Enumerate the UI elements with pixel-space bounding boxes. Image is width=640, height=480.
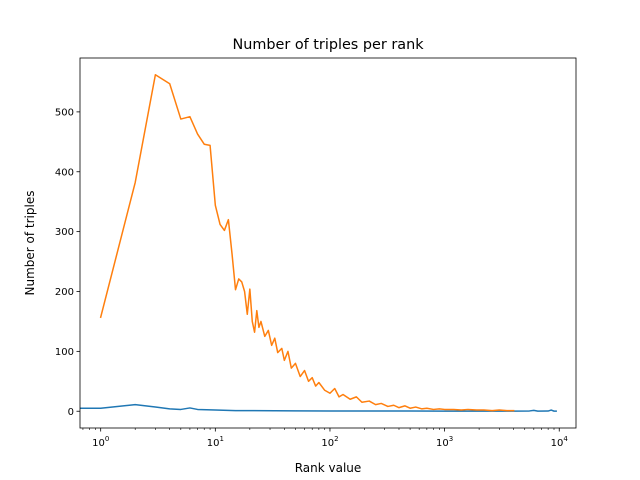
y-axis: 0 100 200 300 400 500 <box>55 107 80 418</box>
y-tick-label: 400 <box>55 167 74 178</box>
y-axis-label: Number of triples <box>23 191 37 296</box>
y-tick-label: 500 <box>55 107 74 118</box>
x-axis-label: Rank value <box>295 461 362 475</box>
series-line-1 <box>80 403 557 412</box>
y-tick-label: 0 <box>68 407 74 418</box>
x-tick-label-exponent: 0 <box>105 435 109 443</box>
plot-frame <box>79 57 577 429</box>
x-tick-label: 103 <box>436 435 453 449</box>
chart-title: Number of triples per rank <box>232 37 424 53</box>
x-tick-label-base: 10 <box>92 438 105 449</box>
x-tick-label-base: 10 <box>321 438 334 449</box>
x-tick-label: 102 <box>321 435 338 449</box>
x-tick-label-base: 10 <box>436 438 449 449</box>
x-tick-label-exponent: 4 <box>563 435 568 443</box>
y-tick-label: 200 <box>55 287 74 298</box>
y-tick-label: 300 <box>55 227 74 238</box>
x-tick-label-exponent: 2 <box>334 435 338 443</box>
series-line-2 <box>99 74 515 412</box>
x-tick-label: 101 <box>207 435 224 449</box>
x-tick-label-exponent: 3 <box>449 435 453 443</box>
x-tick-label-base: 10 <box>207 438 220 449</box>
x-tick-label-base: 10 <box>551 438 564 449</box>
x-tick-label: 100 <box>92 435 109 449</box>
y-tick-label: 100 <box>55 347 74 358</box>
x-tick-label-exponent: 1 <box>219 435 223 443</box>
x-axis: 100 101 102 103 104 <box>82 428 569 449</box>
x-tick-label: 104 <box>551 435 569 449</box>
plot-content <box>80 74 557 412</box>
